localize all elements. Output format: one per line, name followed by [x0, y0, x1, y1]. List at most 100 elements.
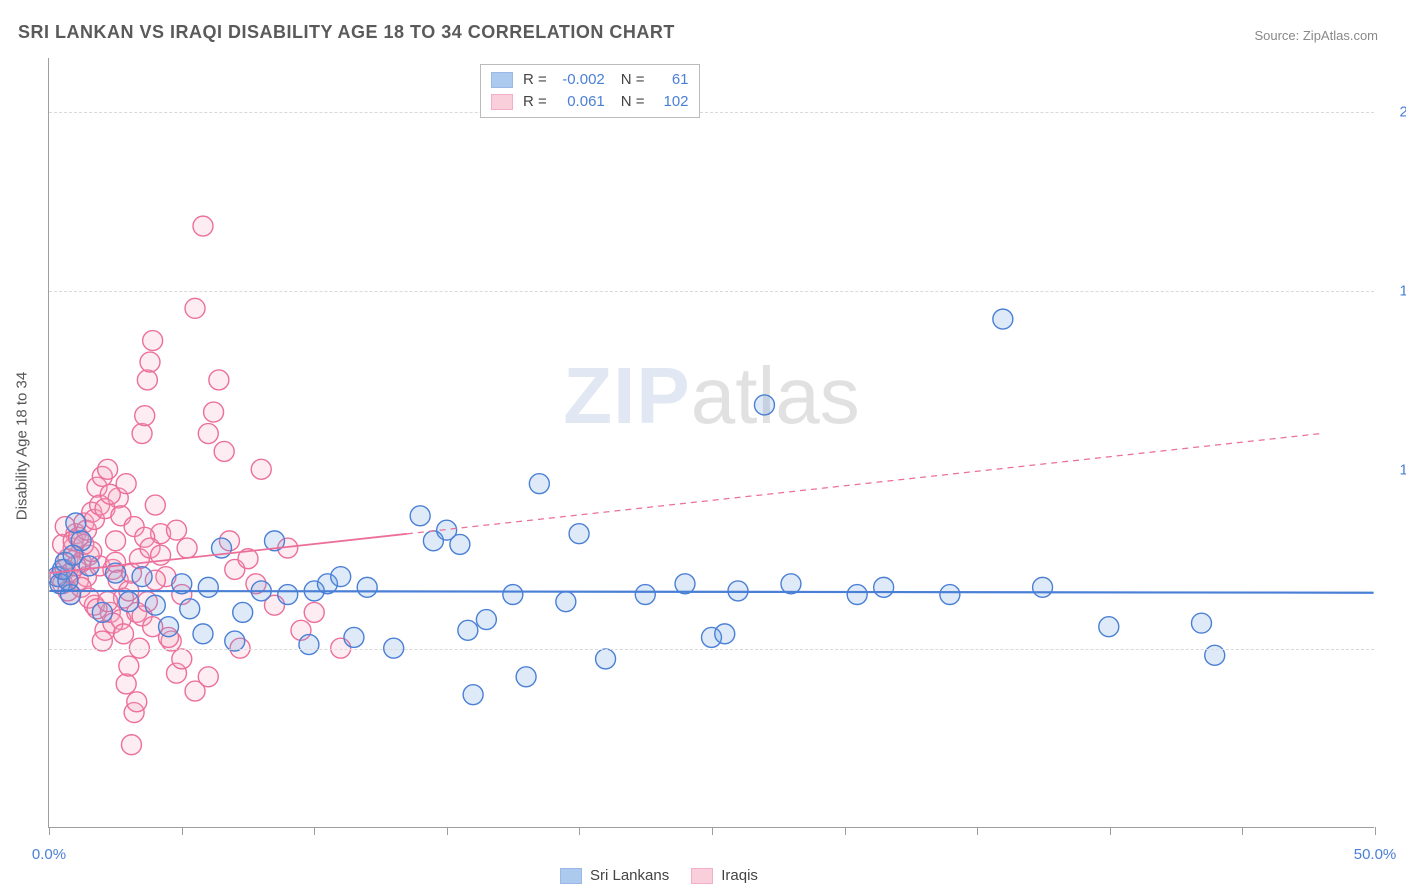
r-label: R =: [523, 91, 547, 113]
scatter-plot-svg: [49, 58, 1374, 827]
data-point: [92, 602, 112, 622]
legend-item: Iraqis: [691, 867, 758, 884]
data-point: [214, 441, 234, 461]
chart-title: SRI LANKAN VS IRAQI DISABILITY AGE 18 TO…: [18, 22, 675, 43]
legend-row: R =0.061N =102: [491, 91, 689, 113]
data-point: [233, 602, 253, 622]
data-point: [58, 570, 78, 590]
data-point: [596, 649, 616, 669]
data-point: [278, 585, 298, 605]
series-legend: Sri Lankans Iraqis: [560, 867, 758, 884]
x-tick: [314, 827, 315, 835]
y-axis-title: Disability Age 18 to 34: [14, 372, 31, 520]
data-point: [874, 577, 894, 597]
data-point: [172, 649, 192, 669]
data-point: [209, 370, 229, 390]
data-point: [450, 534, 470, 554]
data-point: [132, 567, 152, 587]
legend-swatch: [491, 72, 513, 88]
data-point: [635, 585, 655, 605]
data-point: [516, 667, 536, 687]
x-tick: [712, 827, 713, 835]
r-label: R =: [523, 69, 547, 91]
data-point: [503, 585, 523, 605]
data-point: [63, 545, 83, 565]
data-point: [458, 620, 478, 640]
data-point: [529, 474, 549, 494]
x-tick-label: 0.0%: [32, 846, 66, 863]
x-tick: [1110, 827, 1111, 835]
data-point: [357, 577, 377, 597]
data-point: [754, 395, 774, 415]
data-point: [304, 602, 324, 622]
data-point: [204, 402, 224, 422]
r-value: -0.002: [553, 69, 605, 91]
data-point: [331, 567, 351, 587]
data-point: [185, 298, 205, 318]
data-point: [121, 735, 141, 755]
data-point: [119, 656, 139, 676]
data-point: [66, 513, 86, 533]
data-point: [993, 309, 1013, 329]
legend-swatch: [691, 868, 713, 884]
data-point: [116, 474, 136, 494]
x-tick: [579, 827, 580, 835]
chart-plot-area: ZIPatlas 5.0%10.0%15.0%20.0%0.0%50.0%: [48, 58, 1374, 828]
data-point: [1099, 617, 1119, 637]
data-point: [344, 627, 364, 647]
data-point: [847, 585, 867, 605]
data-point: [463, 685, 483, 705]
legend-swatch: [491, 94, 513, 110]
data-point: [715, 624, 735, 644]
r-value: 0.061: [553, 91, 605, 113]
legend-label: Sri Lankans: [590, 867, 669, 884]
legend-row: R = -0.002 N = 61: [491, 69, 689, 91]
data-point: [781, 574, 801, 594]
data-point: [140, 352, 160, 372]
data-point: [114, 624, 134, 644]
data-point: [410, 506, 430, 526]
x-tick: [1375, 827, 1376, 835]
data-point: [556, 592, 576, 612]
x-tick: [977, 827, 978, 835]
data-point: [145, 595, 165, 615]
data-point: [106, 531, 126, 551]
data-point: [177, 538, 197, 558]
data-point: [198, 577, 218, 597]
data-point: [135, 406, 155, 426]
n-value: 61: [651, 69, 689, 91]
x-tick-label: 50.0%: [1354, 846, 1397, 863]
x-tick: [447, 827, 448, 835]
x-tick: [49, 827, 50, 835]
data-point: [198, 424, 218, 444]
n-label: N =: [621, 91, 645, 113]
data-point: [198, 667, 218, 687]
data-point: [132, 424, 152, 444]
correlation-legend: R =-0.002N =61R =0.061N =102: [480, 64, 700, 118]
data-point: [119, 592, 139, 612]
grid-line: [49, 649, 1374, 650]
data-point: [569, 524, 589, 544]
data-point: [299, 635, 319, 655]
grid-line: [49, 291, 1374, 292]
data-point: [193, 624, 213, 644]
data-point: [167, 520, 187, 540]
x-tick: [1242, 827, 1243, 835]
data-point: [193, 216, 213, 236]
y-tick-label: 10.0%: [1382, 461, 1406, 478]
legend-swatch: [560, 868, 582, 884]
grid-line: [49, 112, 1374, 113]
data-point: [1033, 577, 1053, 597]
data-point: [116, 674, 136, 694]
data-point: [98, 459, 118, 479]
y-tick-label: 15.0%: [1382, 282, 1406, 299]
data-point: [127, 692, 147, 712]
trend-line: [49, 591, 1373, 593]
data-point: [159, 617, 179, 637]
data-point: [143, 331, 163, 351]
n-label: N =: [621, 69, 645, 91]
data-point: [1191, 613, 1211, 633]
legend-item: Sri Lankans: [560, 867, 669, 884]
y-tick-label: 5.0%: [1382, 640, 1406, 657]
source-attribution: Source: ZipAtlas.com: [1254, 28, 1378, 43]
